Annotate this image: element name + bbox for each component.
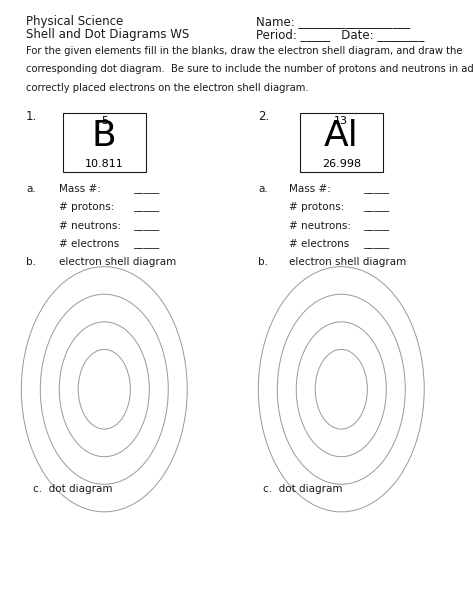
Text: B: B	[92, 118, 117, 153]
Text: _____: _____	[363, 184, 389, 194]
Text: _____: _____	[363, 202, 389, 212]
Text: _____: _____	[133, 239, 159, 249]
Bar	[63, 113, 146, 172]
Text: # neutrons:: # neutrons:	[289, 221, 351, 230]
Text: 10.811: 10.811	[85, 159, 124, 169]
Text: a.: a.	[26, 184, 36, 194]
Text: a.: a.	[258, 184, 268, 194]
Text: b.: b.	[258, 257, 268, 267]
Text: Mass #:: Mass #:	[59, 184, 101, 194]
Text: electron shell diagram: electron shell diagram	[289, 257, 406, 267]
Text: _____: _____	[363, 221, 389, 230]
Text: c.  dot diagram: c. dot diagram	[263, 484, 343, 494]
Text: _____: _____	[133, 221, 159, 230]
Text: electron shell diagram: electron shell diagram	[59, 257, 176, 267]
Text: _____: _____	[363, 239, 389, 249]
Text: c.  dot diagram: c. dot diagram	[33, 484, 113, 494]
Text: # electrons: # electrons	[59, 239, 119, 249]
Text: _____: _____	[133, 202, 159, 212]
Text: # protons:: # protons:	[289, 202, 345, 212]
Text: 2.: 2.	[258, 110, 270, 123]
Text: corresponding dot diagram.  Be sure to include the number of protons and neutron: corresponding dot diagram. Be sure to in…	[26, 64, 474, 74]
Text: # electrons: # electrons	[289, 239, 349, 249]
Text: # neutrons:: # neutrons:	[59, 221, 121, 230]
Text: Shell and Dot Diagrams WS: Shell and Dot Diagrams WS	[26, 28, 189, 40]
Text: 1.: 1.	[26, 110, 37, 123]
Text: # protons:: # protons:	[59, 202, 115, 212]
Text: Physical Science: Physical Science	[26, 15, 123, 28]
Text: b.: b.	[26, 257, 36, 267]
Text: _____: _____	[133, 184, 159, 194]
Text: For the given elements fill in the blanks, draw the electron shell diagram, and : For the given elements fill in the blank…	[26, 46, 463, 56]
Text: 26.998: 26.998	[322, 159, 361, 169]
Text: 13: 13	[334, 116, 348, 126]
Text: Al: Al	[324, 118, 359, 153]
Text: Period: _____   Date: ________: Period: _____ Date: ________	[256, 28, 424, 40]
Text: correctly placed electrons on the electron shell diagram.: correctly placed electrons on the electr…	[26, 83, 309, 93]
Text: Mass #:: Mass #:	[289, 184, 331, 194]
Text: Name: ___________________: Name: ___________________	[256, 15, 410, 28]
Bar	[300, 113, 383, 172]
Text: 5: 5	[101, 116, 108, 126]
